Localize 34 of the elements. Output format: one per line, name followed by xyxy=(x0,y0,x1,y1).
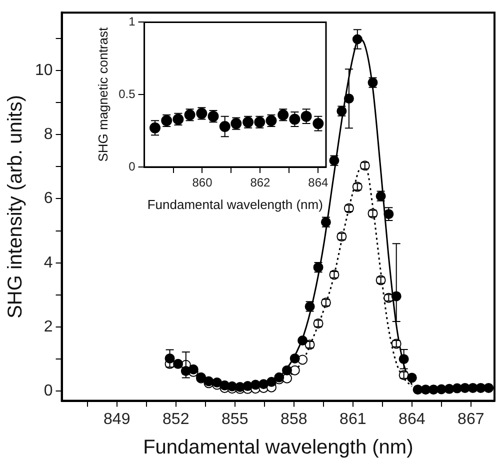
y-tick-label: 8 xyxy=(44,126,53,143)
point xyxy=(282,365,292,376)
point xyxy=(406,372,417,383)
x-tick-label: 867 xyxy=(458,410,484,428)
y-tick-label: 0.5 xyxy=(118,86,136,101)
point xyxy=(173,358,184,369)
x-tick-label: 858 xyxy=(280,410,308,428)
y-tick-label: 0 xyxy=(128,159,136,174)
point xyxy=(188,364,198,374)
x-tick-label: 852 xyxy=(162,410,190,428)
point xyxy=(298,335,308,346)
point xyxy=(484,382,494,393)
x-axis-title: Fundamental wavelength (nm) xyxy=(147,196,323,212)
point xyxy=(150,122,161,134)
y-axis-title: SHG magnetic contrast xyxy=(95,27,110,162)
point xyxy=(258,379,269,390)
point xyxy=(290,353,300,364)
y-tick-label: 6 xyxy=(44,190,53,208)
y-tick-label: 2 xyxy=(44,318,53,336)
y-tick-label: 4 xyxy=(44,254,53,272)
point xyxy=(266,376,276,387)
x-tick-label: 861 xyxy=(340,410,366,428)
x-tick-label: 862 xyxy=(250,176,271,190)
y-tick-label: 1 xyxy=(128,14,136,29)
x-tick-label: 864 xyxy=(308,176,329,190)
y-tick-label: 0 xyxy=(44,382,53,400)
point xyxy=(242,381,253,392)
x-tick-label: 860 xyxy=(192,176,213,190)
x-tick-label: 855 xyxy=(222,410,248,428)
x-tick-label: 849 xyxy=(104,410,130,428)
y-tick-label: 10 xyxy=(35,62,53,79)
x-tick-label: 864 xyxy=(398,410,426,428)
y-axis-title: SHG intensity (arb. units) xyxy=(4,94,27,318)
x-axis-title: Fundamental wavelength (nm) xyxy=(143,436,414,459)
